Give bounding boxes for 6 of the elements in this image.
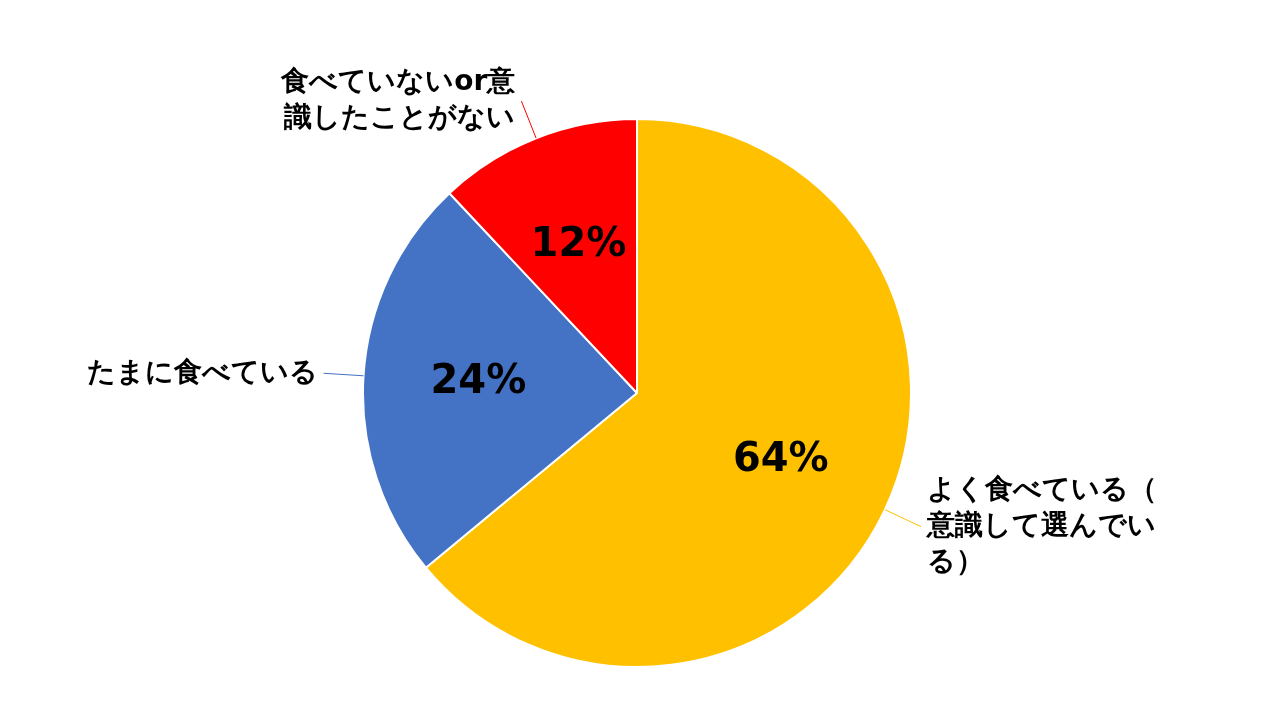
slice-label: よく食べている（意識して選んでいる） xyxy=(925,471,1158,577)
slice-label: 食べていないor意識したことがない xyxy=(280,64,517,134)
slice-label: たまに食べている xyxy=(86,354,318,388)
data-label: 64% xyxy=(732,434,829,481)
data-label: 12% xyxy=(530,218,627,265)
data-label: 24% xyxy=(430,356,527,403)
